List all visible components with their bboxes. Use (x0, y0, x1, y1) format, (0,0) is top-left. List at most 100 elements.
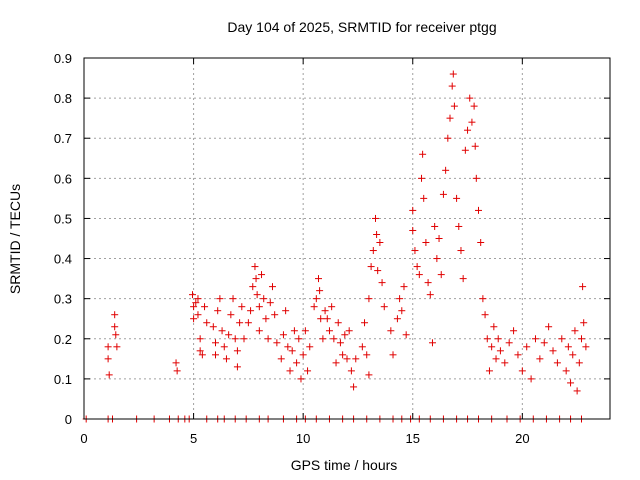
data-point (437, 271, 445, 279)
data-point (347, 367, 355, 375)
x-tick-label: 10 (296, 431, 310, 446)
data-point (319, 335, 327, 343)
data-point (439, 190, 447, 198)
data-point (448, 82, 456, 90)
data-point (402, 331, 410, 339)
data-point (409, 226, 417, 234)
data-point (244, 319, 252, 327)
data-point (277, 355, 285, 363)
data-point (299, 351, 307, 359)
data-point (374, 267, 382, 275)
data-point (411, 247, 419, 255)
x-tick-label: 5 (190, 431, 197, 446)
data-point (396, 295, 404, 303)
data-point (214, 307, 222, 315)
grid-layer (84, 58, 610, 419)
data-point (255, 303, 263, 311)
y-tick-label: 0.5 (54, 211, 72, 226)
data-point (209, 323, 217, 331)
x-tick-label: 15 (406, 431, 420, 446)
data-point (247, 307, 255, 315)
data-point (113, 343, 121, 351)
data-point (203, 319, 211, 327)
data-point (582, 343, 590, 351)
data-point (332, 359, 340, 367)
y-tick-label: 0.6 (54, 171, 72, 186)
data-point (301, 327, 309, 335)
data-point (409, 206, 417, 214)
data-point (316, 287, 324, 295)
data-point (573, 387, 581, 395)
data-point (393, 315, 401, 323)
data-point (290, 327, 298, 335)
data-point (536, 355, 544, 363)
chart-title: Day 104 of 2025, SRMTID for receiver ptg… (227, 19, 496, 35)
data-point (444, 134, 452, 142)
data-point (569, 351, 577, 359)
data-point (567, 379, 575, 387)
data-point (264, 335, 272, 343)
data-point (549, 347, 557, 355)
data-point (212, 351, 219, 359)
data-point (371, 214, 379, 222)
data-point (262, 315, 270, 323)
data-point (373, 230, 381, 238)
data-point (220, 343, 228, 351)
data-point (255, 327, 263, 335)
data-point (446, 114, 454, 122)
data-point (328, 303, 336, 311)
data-point (295, 335, 303, 343)
data-point (339, 351, 347, 359)
data-point (216, 295, 224, 303)
data-point (578, 335, 586, 343)
data-point (413, 263, 421, 271)
data-point (352, 355, 360, 363)
data-point (363, 351, 371, 359)
data-point (350, 383, 358, 391)
tick-layer: 0 0.1 0.2 0.3 0.4 0.5 0.6 0.7 0.8 0.9 0 5 10 15 20 (54, 51, 610, 446)
data-point (196, 335, 204, 343)
data-point (323, 315, 331, 323)
data-point (231, 335, 239, 343)
data-point (212, 339, 219, 347)
data-point (496, 347, 504, 355)
data-point (378, 279, 386, 287)
data-point (558, 335, 566, 343)
data-point (330, 335, 338, 343)
data-point (418, 174, 426, 182)
data-point (194, 311, 202, 319)
plot-frame (83, 57, 611, 420)
data-point (104, 343, 112, 351)
data-point (282, 307, 290, 315)
data-point (470, 102, 478, 110)
data-point (288, 347, 296, 355)
data-point (345, 327, 353, 335)
data-point (527, 375, 535, 383)
data-point (435, 235, 443, 242)
y-tick-label: 0 (65, 412, 72, 427)
data-point (190, 315, 198, 323)
data-point (479, 295, 487, 303)
data-point (188, 291, 196, 299)
y-tick-label: 0.7 (54, 131, 72, 146)
data-point (173, 367, 181, 375)
y-tick-label: 0.4 (54, 252, 72, 267)
data-point (464, 126, 472, 134)
data-point (453, 194, 461, 202)
data-point (422, 239, 430, 247)
data-point (198, 351, 206, 359)
data-point (233, 347, 241, 355)
data-point (475, 206, 482, 214)
data-point (466, 94, 474, 102)
data-point (229, 295, 237, 303)
data-point (251, 263, 259, 271)
data-point (201, 303, 209, 311)
data-point (545, 323, 553, 331)
data-point (510, 327, 518, 335)
data-point (376, 239, 384, 247)
data-point (361, 319, 369, 327)
data-point (369, 247, 377, 255)
data-point (336, 339, 344, 347)
data-point (380, 303, 388, 311)
y-tick-label: 0.2 (54, 332, 72, 347)
